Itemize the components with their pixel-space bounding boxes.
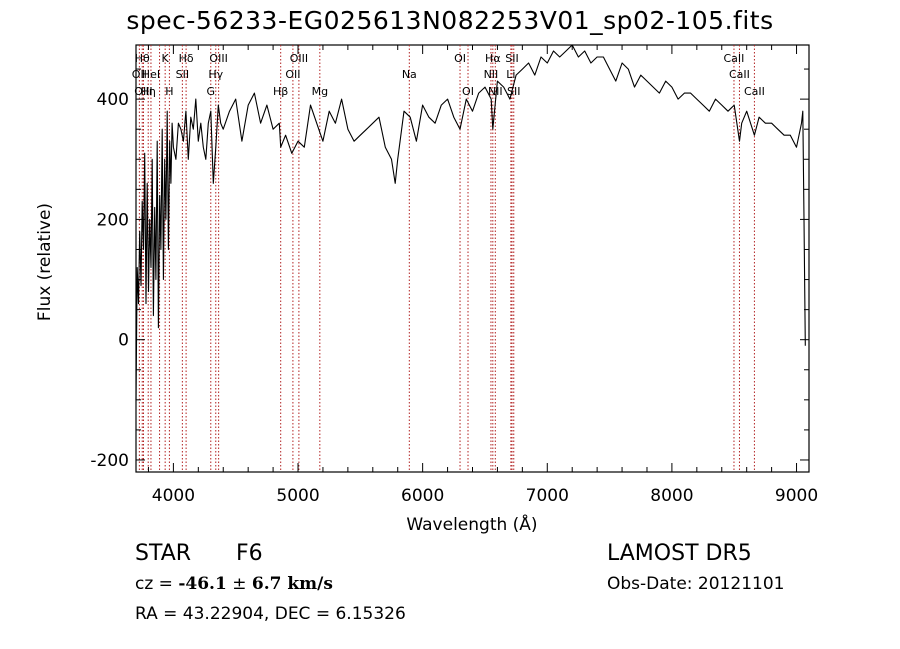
x-tick-label-8000: 8000 [650, 486, 693, 506]
y-tick-label-0: 0 [118, 331, 129, 351]
x-axis-label: Wavelength (Å) [406, 513, 537, 535]
marker-label-6: K [162, 52, 170, 65]
x-tick-label-7000: 7000 [526, 486, 569, 506]
marker-label-21: Hα [485, 52, 501, 65]
marker-label-2: OIII [134, 85, 152, 98]
ra-dec: RA = 43.22904, DEC = 6.15326 [135, 604, 406, 624]
marker-label-22: NII [488, 85, 503, 98]
marker-label-20: NII [484, 68, 499, 81]
spectrum-series [135, 44, 806, 400]
marker-label-28: CaII [744, 85, 765, 98]
marker-label-12: OIII [209, 52, 227, 65]
x-tick-label-6000: 6000 [401, 486, 444, 506]
marker-label-19: OI [462, 85, 474, 98]
x-tick-label-9000: 9000 [775, 486, 818, 506]
x-tick-label-4000: 4000 [152, 486, 195, 506]
cz-pm: ± [226, 574, 252, 594]
y-tick-label-400: 400 [97, 90, 129, 110]
marker-label-16: Mg [312, 85, 328, 98]
object-class: STAR [135, 541, 192, 566]
marker-label-14: OII [285, 68, 300, 81]
marker-label-0: OII [132, 68, 147, 81]
y-axis-label: Flux (relative) [35, 203, 55, 321]
chart-title: spec-56233-EG025613N082253V01_sp02-105.f… [126, 6, 774, 35]
y-tick-label--200: -200 [90, 451, 129, 471]
marker-label-11: Hγ [208, 68, 223, 81]
marker-label-24: SII [505, 52, 518, 65]
object-subclass: F6 [236, 541, 263, 566]
marker-label-3: Hη [141, 85, 156, 98]
line-marker-labels: OIIHθOIIIHηHeIKHSIIHδGHγOIIIHβOIIOIIIMgN… [132, 52, 765, 98]
marker-label-15: OIII [290, 52, 308, 65]
spectrum-line-0 [135, 44, 806, 400]
cz-error: 6.7 [251, 574, 282, 594]
marker-label-1: Hθ [135, 52, 150, 65]
marker-label-4: HeI [142, 68, 160, 81]
x-tick-label-5000: 5000 [276, 486, 319, 506]
cz-label: cz = [135, 574, 179, 594]
marker-label-26: CaII [724, 52, 745, 65]
line-markers [138, 45, 755, 472]
axis-ticks [136, 45, 809, 472]
survey-name: LAMOST DR5 [607, 541, 752, 566]
marker-label-13: Hβ [273, 85, 288, 98]
marker-label-10: G [207, 85, 216, 98]
marker-label-7: H [165, 85, 173, 98]
marker-label-9: Hδ [179, 52, 194, 65]
cz-value: -46.1 [178, 574, 227, 594]
marker-label-25: SII [507, 85, 520, 98]
marker-label-23: Li [506, 68, 515, 81]
marker-label-27: CaII [729, 68, 750, 81]
obs-date: Obs-Date: 20121101 [607, 574, 785, 594]
marker-label-17: Na [402, 68, 417, 81]
cz-unit: km/s [281, 574, 333, 594]
marker-label-8: SII [176, 68, 189, 81]
tick-labels: 4000 5000 6000 7000 8000 9000 -200 0 200 400 [90, 90, 818, 506]
y-tick-label-200: 200 [97, 210, 129, 230]
redshift-line: cz = -46.1 ± 6.7 km/s [135, 574, 333, 594]
marker-label-18: OI [454, 52, 466, 65]
